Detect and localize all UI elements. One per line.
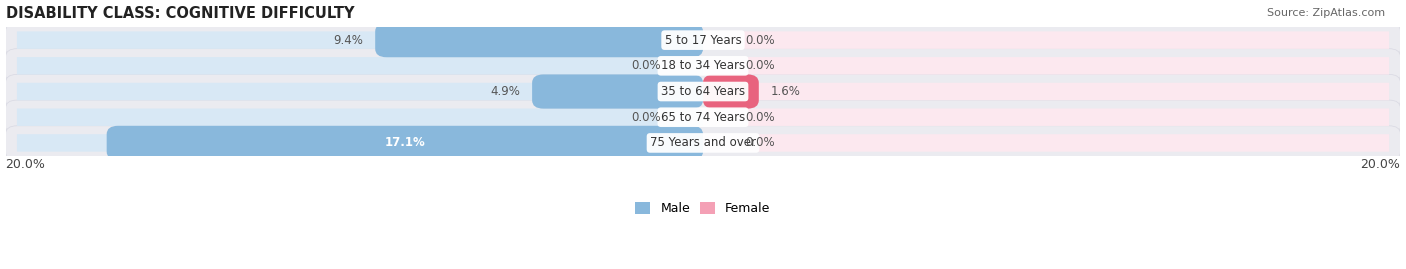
Text: DISABILITY CLASS: COGNITIVE DIFFICULTY: DISABILITY CLASS: COGNITIVE DIFFICULTY [6, 6, 354, 20]
Text: 0.0%: 0.0% [631, 111, 661, 124]
Text: 0.0%: 0.0% [745, 34, 775, 47]
FancyBboxPatch shape [703, 134, 1389, 152]
FancyBboxPatch shape [107, 126, 703, 160]
FancyBboxPatch shape [6, 75, 1400, 109]
Text: Source: ZipAtlas.com: Source: ZipAtlas.com [1267, 8, 1385, 18]
Text: 1.6%: 1.6% [770, 85, 801, 98]
Text: 0.0%: 0.0% [745, 111, 775, 124]
FancyBboxPatch shape [375, 23, 703, 57]
FancyBboxPatch shape [6, 49, 1400, 83]
Text: 9.4%: 9.4% [333, 34, 363, 47]
FancyBboxPatch shape [6, 23, 1400, 57]
FancyBboxPatch shape [703, 108, 1389, 126]
Text: 4.9%: 4.9% [491, 85, 520, 98]
FancyBboxPatch shape [6, 100, 1400, 134]
FancyBboxPatch shape [703, 75, 759, 109]
FancyBboxPatch shape [17, 108, 703, 126]
Text: 20.0%: 20.0% [6, 158, 45, 171]
FancyBboxPatch shape [6, 126, 1400, 160]
FancyBboxPatch shape [703, 31, 1389, 49]
FancyBboxPatch shape [17, 134, 703, 152]
Text: 0.0%: 0.0% [631, 59, 661, 72]
FancyBboxPatch shape [703, 83, 1389, 100]
Text: 5 to 17 Years: 5 to 17 Years [665, 34, 741, 47]
Text: 17.1%: 17.1% [384, 136, 425, 149]
FancyBboxPatch shape [703, 57, 1389, 75]
Text: 0.0%: 0.0% [745, 59, 775, 72]
FancyBboxPatch shape [531, 75, 703, 109]
Text: 75 Years and over: 75 Years and over [650, 136, 756, 149]
Text: 65 to 74 Years: 65 to 74 Years [661, 111, 745, 124]
Text: 35 to 64 Years: 35 to 64 Years [661, 85, 745, 98]
Text: 18 to 34 Years: 18 to 34 Years [661, 59, 745, 72]
Text: 20.0%: 20.0% [1361, 158, 1400, 171]
FancyBboxPatch shape [17, 57, 703, 75]
FancyBboxPatch shape [17, 31, 703, 49]
FancyBboxPatch shape [17, 83, 703, 100]
Legend: Male, Female: Male, Female [630, 197, 776, 220]
Text: 0.0%: 0.0% [745, 136, 775, 149]
